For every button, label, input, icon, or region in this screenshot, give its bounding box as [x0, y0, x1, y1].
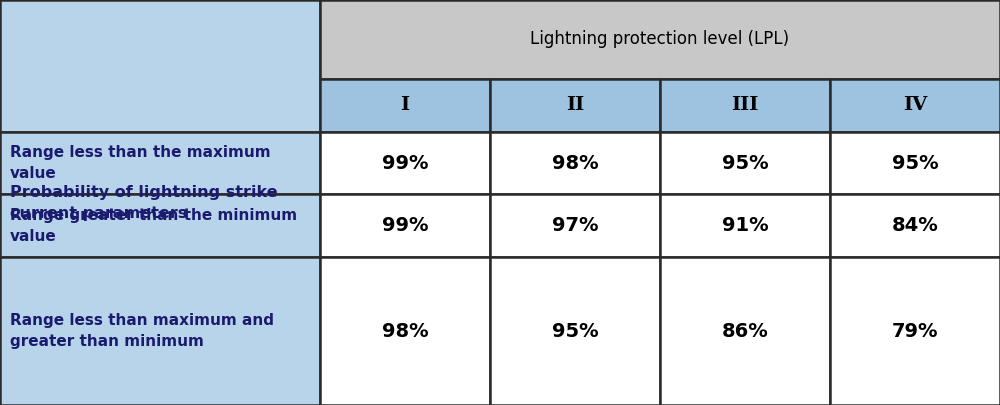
Bar: [0, 132, 320, 194]
Bar: [830, 194, 1000, 257]
Bar: [320, 79, 490, 132]
Text: 95%: 95%: [552, 322, 598, 341]
Text: 91%: 91%: [722, 216, 768, 235]
Text: Lightning protection level (LPL): Lightning protection level (LPL): [530, 30, 790, 49]
Bar: [0, 194, 320, 257]
Text: 99%: 99%: [382, 153, 428, 173]
Bar: [320, 0, 1000, 79]
Text: 86%: 86%: [722, 322, 768, 341]
Bar: [490, 194, 660, 257]
Text: 98%: 98%: [552, 153, 598, 173]
Text: II: II: [566, 96, 584, 114]
Text: 84%: 84%: [892, 216, 938, 235]
Text: Range less than maximum and
greater than minimum: Range less than maximum and greater than…: [10, 313, 274, 349]
Text: III: III: [731, 96, 759, 114]
Bar: [490, 79, 660, 132]
Bar: [660, 132, 830, 194]
Text: 99%: 99%: [382, 216, 428, 235]
Text: Range less than the maximum
value: Range less than the maximum value: [10, 145, 271, 181]
Bar: [490, 132, 660, 194]
Text: 79%: 79%: [892, 322, 938, 341]
Text: 98%: 98%: [382, 322, 428, 341]
Bar: [490, 257, 660, 405]
Text: Probability of lightning strike
current parameters: Probability of lightning strike current …: [10, 185, 278, 220]
Bar: [830, 257, 1000, 405]
Text: I: I: [400, 96, 410, 114]
Bar: [320, 257, 490, 405]
Text: 97%: 97%: [552, 216, 598, 235]
Bar: [660, 79, 830, 132]
Bar: [320, 132, 490, 194]
Bar: [320, 194, 490, 257]
Bar: [660, 194, 830, 257]
Text: Range greater than the minimum
value: Range greater than the minimum value: [10, 208, 297, 244]
Text: IV: IV: [903, 96, 927, 114]
Bar: [830, 79, 1000, 132]
Bar: [660, 257, 830, 405]
Bar: [0, 0, 320, 132]
Bar: [830, 132, 1000, 194]
Text: 95%: 95%: [722, 153, 768, 173]
Bar: [0, 257, 320, 405]
Text: 95%: 95%: [892, 153, 938, 173]
